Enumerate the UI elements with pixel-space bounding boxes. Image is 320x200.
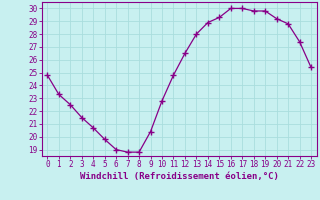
- X-axis label: Windchill (Refroidissement éolien,°C): Windchill (Refroidissement éolien,°C): [80, 172, 279, 181]
